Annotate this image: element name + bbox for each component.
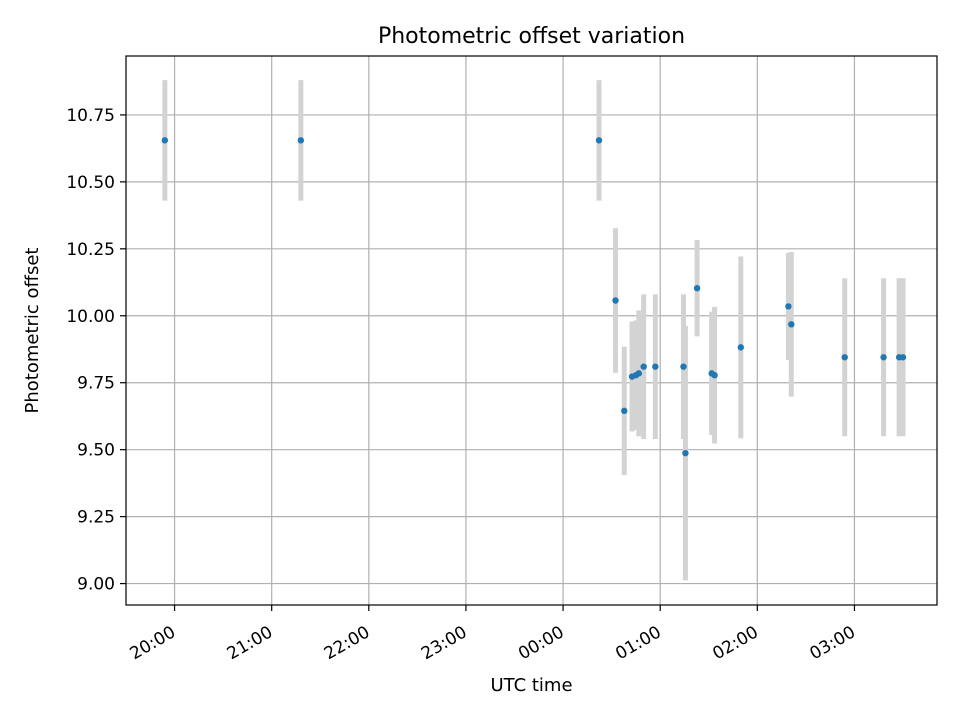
y-tick-label: 9.50: [77, 441, 115, 461]
data-point: [161, 137, 169, 144]
data-point: [693, 284, 701, 292]
data-point: [737, 344, 745, 351]
data-points: [161, 137, 907, 457]
data-point: [652, 363, 659, 370]
data-point: [595, 137, 603, 144]
data-point: [899, 354, 907, 361]
data-point: [680, 363, 687, 370]
data-point: [635, 370, 643, 377]
plot-area-background: [126, 56, 937, 605]
ticks: [120, 114, 856, 611]
y-tick-labels: 9.00 9.25 9.50 9.75 10.00 10.25 10.50 10.75: [66, 106, 115, 595]
data-point: [788, 321, 795, 328]
grid: [126, 56, 937, 605]
y-tick-label: 9.25: [77, 508, 115, 528]
data-point: [621, 407, 628, 415]
data-point: [297, 137, 305, 144]
data-point: [841, 354, 848, 361]
chart-title: Photometric offset variation: [378, 24, 685, 49]
data-point: [711, 372, 718, 379]
y-tick-label: 9.00: [77, 575, 115, 595]
data-point: [682, 449, 689, 457]
y-tick-label: 9.75: [77, 374, 115, 394]
y-tick-label: 10.25: [66, 240, 115, 260]
data-point: [640, 363, 647, 370]
y-tick-label: 10.00: [66, 307, 115, 327]
y-tick-label: 10.50: [66, 173, 115, 193]
plot-frame: [125, 55, 938, 606]
y-axis-label: Photometric offset: [22, 248, 43, 414]
data-point: [612, 297, 619, 304]
data-point: [880, 354, 887, 361]
x-axis-label: UTC time: [490, 675, 572, 696]
y-tick-label: 10.75: [66, 106, 115, 126]
data-point: [785, 303, 792, 310]
